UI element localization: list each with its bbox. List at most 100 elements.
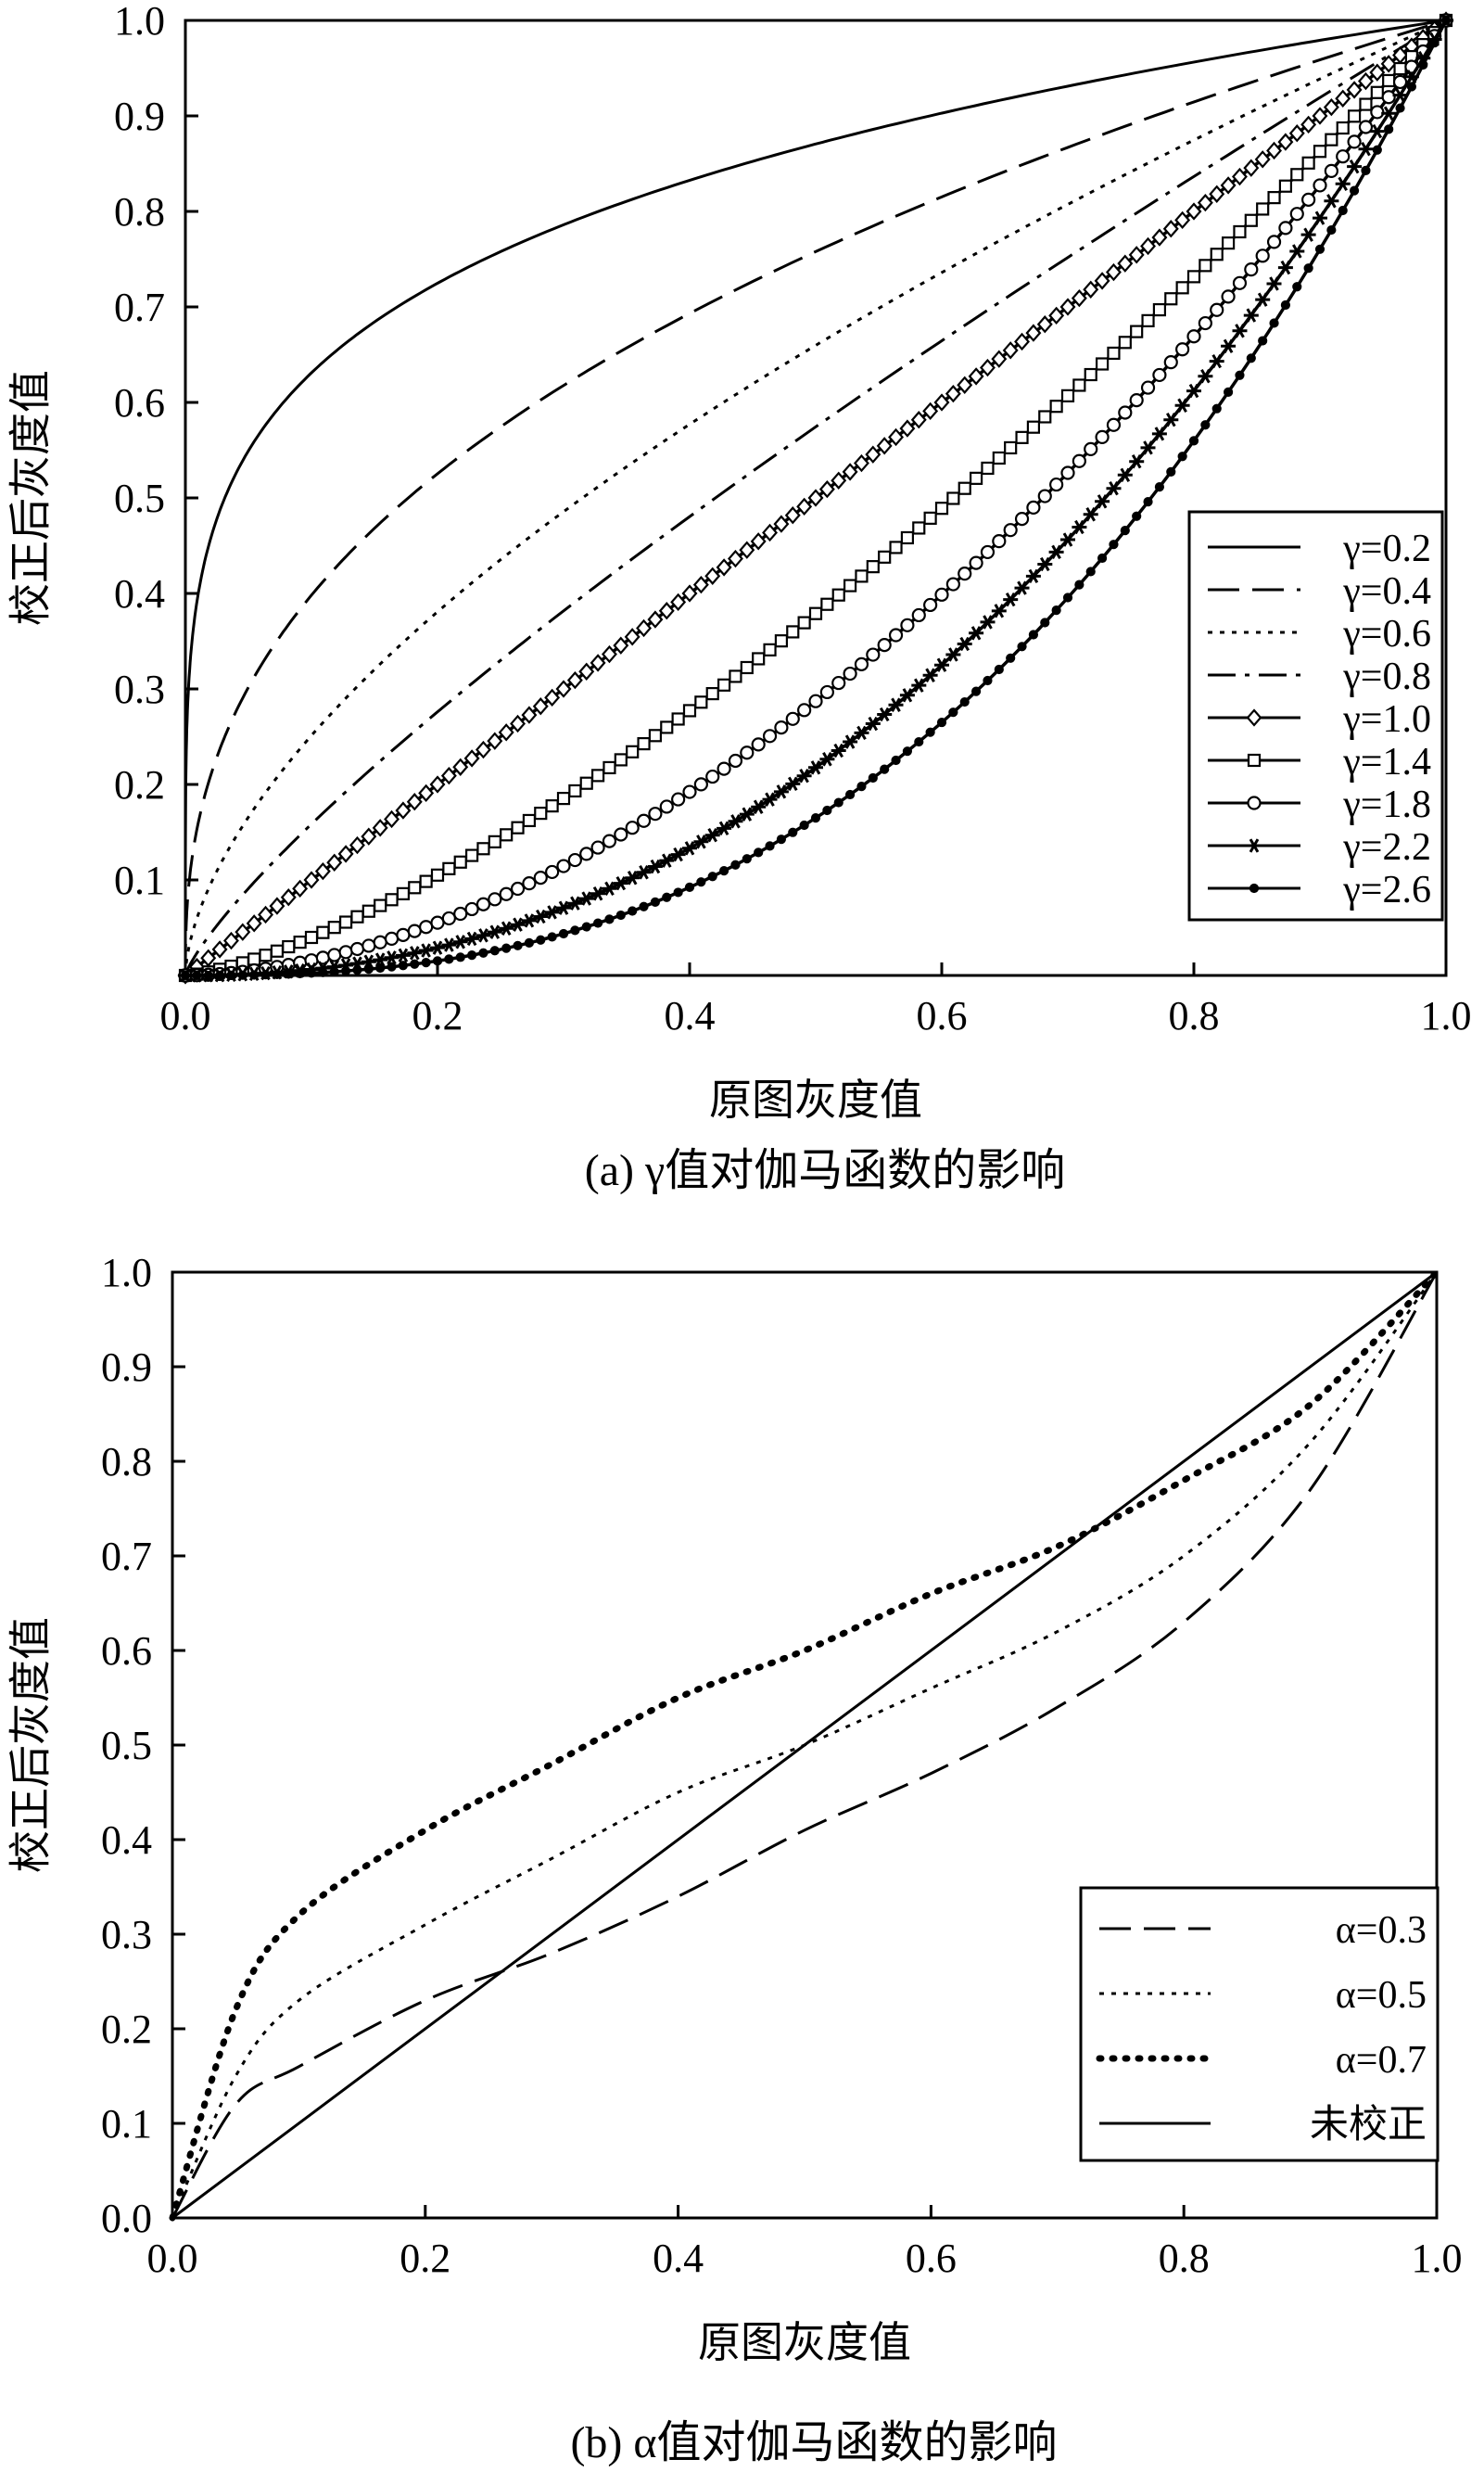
series-marker-a-8 bbox=[1361, 165, 1371, 175]
series-marker-a-6 bbox=[1381, 90, 1396, 105]
series-marker-a-5 bbox=[729, 669, 742, 683]
series-marker-a-5 bbox=[1267, 191, 1281, 205]
series-marker-a-5 bbox=[831, 588, 845, 602]
series-marker-a-8 bbox=[214, 970, 225, 981]
y-tick-label: 0.9 bbox=[114, 94, 165, 139]
x-tick-label: 1.0 bbox=[1421, 993, 1472, 1038]
legend-marker bbox=[1247, 753, 1262, 768]
series-marker-a-8 bbox=[1109, 540, 1119, 550]
series-marker-a-4 bbox=[1243, 159, 1260, 177]
series-marker-a-8 bbox=[1303, 263, 1313, 274]
series-marker-a-4 bbox=[1335, 89, 1351, 108]
series-marker-a-8 bbox=[272, 969, 283, 979]
series-marker-a-8 bbox=[1132, 511, 1142, 521]
series-marker-a-8 bbox=[1372, 145, 1382, 155]
series-marker-a-4 bbox=[636, 618, 653, 638]
series-marker-a-8 bbox=[318, 967, 328, 977]
series-marker-a-6 bbox=[693, 777, 708, 792]
series-line-a-3 bbox=[184, 19, 1447, 976]
series-marker-a-8 bbox=[226, 970, 236, 980]
y-tick-label: 1.0 bbox=[101, 1250, 152, 1295]
series-marker-a-4 bbox=[487, 732, 503, 750]
series-marker-a-4 bbox=[704, 567, 721, 585]
series-marker-a-7 bbox=[969, 626, 984, 641]
series-marker-a-4 bbox=[1323, 97, 1339, 117]
series-marker-a-5 bbox=[453, 855, 467, 869]
series-marker-a-5 bbox=[476, 842, 490, 856]
series-marker-a-7 bbox=[602, 881, 617, 896]
series-marker-a-4 bbox=[1197, 193, 1213, 212]
series-marker-a-5 bbox=[293, 936, 307, 949]
series-marker-a-6 bbox=[969, 555, 983, 570]
series-marker-a-6 bbox=[1140, 380, 1156, 395]
legend-label: α=0.3 bbox=[1336, 1909, 1427, 1952]
series-marker-a-6 bbox=[958, 567, 972, 581]
series-marker-a-4 bbox=[1036, 315, 1053, 334]
series-marker-a-7 bbox=[499, 921, 514, 936]
series-marker-a-7 bbox=[762, 792, 778, 807]
series-marker-a-8 bbox=[639, 901, 649, 911]
y-tick-label: 0.8 bbox=[101, 1439, 152, 1484]
series-marker-a-4 bbox=[1346, 81, 1363, 99]
series-marker-a-8 bbox=[1258, 336, 1268, 346]
series-marker-a-8 bbox=[628, 906, 638, 916]
series-marker-a-6 bbox=[1175, 342, 1190, 357]
y-tick-label: 0.0 bbox=[101, 2196, 152, 2241]
series-marker-a-4 bbox=[1094, 272, 1110, 290]
series-marker-a-4 bbox=[624, 628, 641, 646]
series-marker-a-7 bbox=[1048, 544, 1064, 560]
series-marker-a-7 bbox=[991, 604, 1007, 618]
series-marker-a-5 bbox=[488, 835, 501, 848]
series-marker-a-4 bbox=[1266, 141, 1283, 160]
series-marker-a-6 bbox=[1221, 289, 1236, 304]
series-marker-a-4 bbox=[372, 819, 388, 837]
series-marker-a-8 bbox=[1246, 353, 1256, 363]
series-marker-a-6 bbox=[522, 876, 537, 891]
series-marker-a-5 bbox=[374, 898, 387, 912]
series-marker-a-5 bbox=[1301, 156, 1315, 170]
series-marker-a-5 bbox=[1060, 389, 1075, 402]
series-marker-a-7 bbox=[1151, 427, 1167, 441]
series-marker-a-8 bbox=[742, 854, 752, 864]
series-marker-a-4 bbox=[1312, 107, 1328, 125]
series-marker-a-5 bbox=[338, 915, 353, 929]
series-marker-a-7 bbox=[751, 799, 767, 814]
series-marker-a-5 bbox=[1290, 168, 1304, 182]
series-marker-a-5 bbox=[1015, 430, 1029, 444]
series-marker-a-8 bbox=[650, 897, 661, 907]
series-marker-a-4 bbox=[578, 662, 595, 681]
legend-label: γ=2.6 bbox=[1342, 869, 1431, 911]
series-marker-a-8 bbox=[237, 970, 247, 980]
series-marker-a-8 bbox=[673, 887, 683, 898]
series-marker-a-5 bbox=[923, 511, 937, 525]
series-marker-a-8 bbox=[1314, 244, 1325, 254]
series-marker-a-5 bbox=[556, 791, 571, 806]
series-marker-a-4 bbox=[968, 367, 984, 386]
series-marker-a-6 bbox=[1266, 235, 1282, 249]
series-marker-a-7 bbox=[934, 657, 949, 672]
series-marker-a-7 bbox=[1221, 338, 1237, 353]
series-marker-a-4 bbox=[647, 610, 664, 629]
series-marker-a-4 bbox=[406, 793, 423, 811]
series-marker-a-6 bbox=[945, 577, 960, 592]
series-marker-a-8 bbox=[1166, 466, 1176, 477]
legend-label: γ=0.2 bbox=[1342, 528, 1431, 570]
series-marker-a-5 bbox=[1278, 179, 1293, 193]
series-marker-a-6 bbox=[1118, 405, 1133, 420]
series-marker-a-7 bbox=[796, 769, 812, 784]
legend-label: α=0.7 bbox=[1336, 2039, 1427, 2082]
series-marker-a-8 bbox=[249, 970, 260, 980]
series-marker-a-5 bbox=[1152, 302, 1167, 317]
series-marker-a-4 bbox=[945, 384, 961, 403]
series-marker-a-8 bbox=[1177, 452, 1187, 462]
series-marker-a-7 bbox=[888, 697, 904, 712]
x-tick-label: 0.0 bbox=[160, 993, 211, 1038]
series-marker-a-7 bbox=[1072, 519, 1087, 535]
series-marker-a-7 bbox=[1255, 292, 1271, 307]
series-marker-a-5 bbox=[878, 550, 892, 564]
y-tick-label: 0.1 bbox=[114, 858, 165, 903]
series-marker-a-5 bbox=[637, 736, 651, 751]
legend-label: γ=1.4 bbox=[1342, 741, 1431, 784]
x-tick-label: 0.6 bbox=[917, 993, 968, 1038]
